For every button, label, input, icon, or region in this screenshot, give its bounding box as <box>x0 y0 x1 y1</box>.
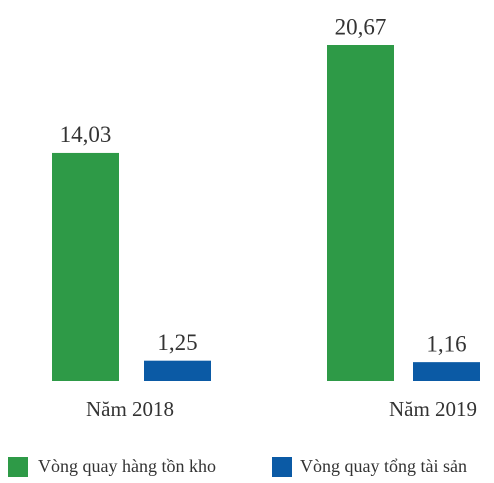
bar <box>413 362 480 381</box>
bar <box>52 152 119 381</box>
legend-label: Vòng quay hàng tồn kho <box>38 456 216 476</box>
legend-swatch <box>272 457 292 477</box>
x-tick-label: Năm 2019 <box>389 397 477 421</box>
bar <box>144 360 211 381</box>
bar <box>327 45 394 381</box>
data-label: 14,03 <box>60 122 112 147</box>
x-tick-label: Năm 2018 <box>86 397 174 421</box>
data-label: 1,16 <box>426 331 466 356</box>
legend-label: Vòng quay tổng tài sản <box>300 456 467 476</box>
legend-swatch <box>8 457 28 477</box>
data-label: 1,25 <box>157 330 197 355</box>
data-label: 20,67 <box>335 14 387 39</box>
